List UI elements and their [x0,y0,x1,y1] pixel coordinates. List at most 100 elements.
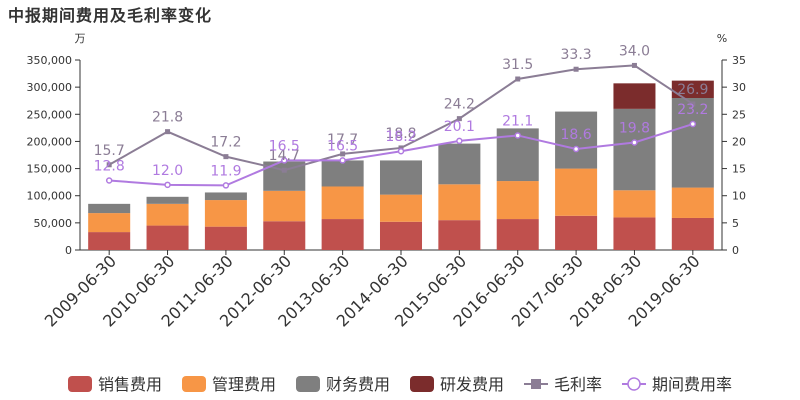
legend-label: 管理费用 [212,375,276,394]
line-point [573,66,579,72]
data-label: 18.8 [385,126,416,142]
data-label: 18.6 [561,127,592,143]
legend-label: 毛利率 [554,375,602,394]
y-left-unit: 万 [75,32,86,45]
line-point [572,145,580,153]
y2-tick-label: 0 [732,244,739,257]
bar [613,83,656,109]
bar [671,187,714,218]
line-point [339,157,346,164]
y-tick-label: 250,000 [27,108,73,121]
y-tick-label: 150,000 [27,163,73,176]
bar [204,226,247,250]
line-point [631,62,637,68]
bar [321,186,364,220]
data-label: 11.9 [210,163,241,179]
data-label: 33.3 [561,47,592,63]
data-label: 19.8 [619,121,650,137]
legend-marker [531,379,541,389]
bar [379,221,423,250]
line-point [106,162,112,168]
bar [321,160,364,187]
chart-title: 中报期间费用及毛利率变化 [8,6,213,25]
bar [671,80,714,98]
data-label: 31.5 [502,57,533,73]
data-labels: 15.7 21.8 17.2 14.7 17.7 18.8 24.2 31.5 33.3 34.0… [94,43,709,179]
line-point [689,120,697,128]
bar [88,232,131,250]
line-point [223,154,229,160]
legend-swatch [182,376,206,392]
line-point [690,101,696,107]
y-tick-label: 300,000 [27,81,73,94]
bar [379,194,423,222]
legend-swatch [296,376,320,392]
bar [496,219,539,250]
y2-tick-label: 35 [732,54,746,67]
y-tick-label: 0 [65,244,72,257]
bar [438,184,481,221]
data-label: 17.2 [210,135,241,151]
bar [613,108,656,191]
data-label: 21.8 [152,110,183,126]
line-point [515,76,521,82]
line-point [222,182,230,189]
line-point [165,129,171,135]
bar [321,219,364,250]
y-tick-label: 350,000 [27,54,73,67]
y2-tick-label: 15 [732,163,746,176]
data-label: 15.7 [94,143,125,159]
data-label: 20.1 [444,119,475,135]
y-right-unit: % [717,32,727,45]
line-point [340,151,346,157]
bar [671,217,714,250]
y2-tick-label: 5 [732,217,739,230]
line-point [164,181,171,189]
legend: 销售费用 管理费用 财务费用 研发费用 毛利率 期间费用率 [68,375,732,394]
y2-tick-label: 30 [732,81,746,94]
y-tick-label: 200,000 [27,135,73,148]
data-label: 16.5 [269,138,300,154]
line-point [456,116,462,122]
legend-label: 研发费用 [440,375,504,394]
data-label: 14.7 [269,148,300,164]
data-label: 21.1 [502,113,533,129]
line-point [631,139,638,146]
data-label: 24.2 [444,97,475,113]
bar [146,196,189,204]
y-tick-label: 100,000 [27,190,73,203]
bar [88,203,131,214]
bar [438,220,481,250]
bar [555,168,598,216]
series-line [108,64,694,172]
bar [438,143,481,185]
y2-tick-label: 25 [732,108,746,121]
line-point [105,177,113,184]
bar [146,225,189,250]
legend-swatch [410,376,434,392]
line-point [397,147,405,155]
bar-group [88,80,714,250]
bar [204,192,247,201]
data-label: 12.0 [152,163,183,179]
bar [671,98,714,188]
data-label: 18.2 [385,129,416,145]
bar [146,203,189,226]
legend-label: 财务费用 [326,375,390,394]
data-label: 12.8 [94,159,125,175]
line-point [281,157,288,164]
line-point [281,167,287,173]
line-point [398,145,404,151]
legend-label: 销售费用 [98,375,162,394]
bar [263,190,306,222]
data-label: 23.2 [677,102,708,118]
bar [613,190,656,218]
data-label: 17.7 [327,132,358,148]
line-point [456,137,463,145]
bar [204,200,247,227]
legend-swatch [68,376,92,392]
line-group [105,62,697,189]
bar [379,160,423,195]
data-label: 26.9 [677,82,708,98]
